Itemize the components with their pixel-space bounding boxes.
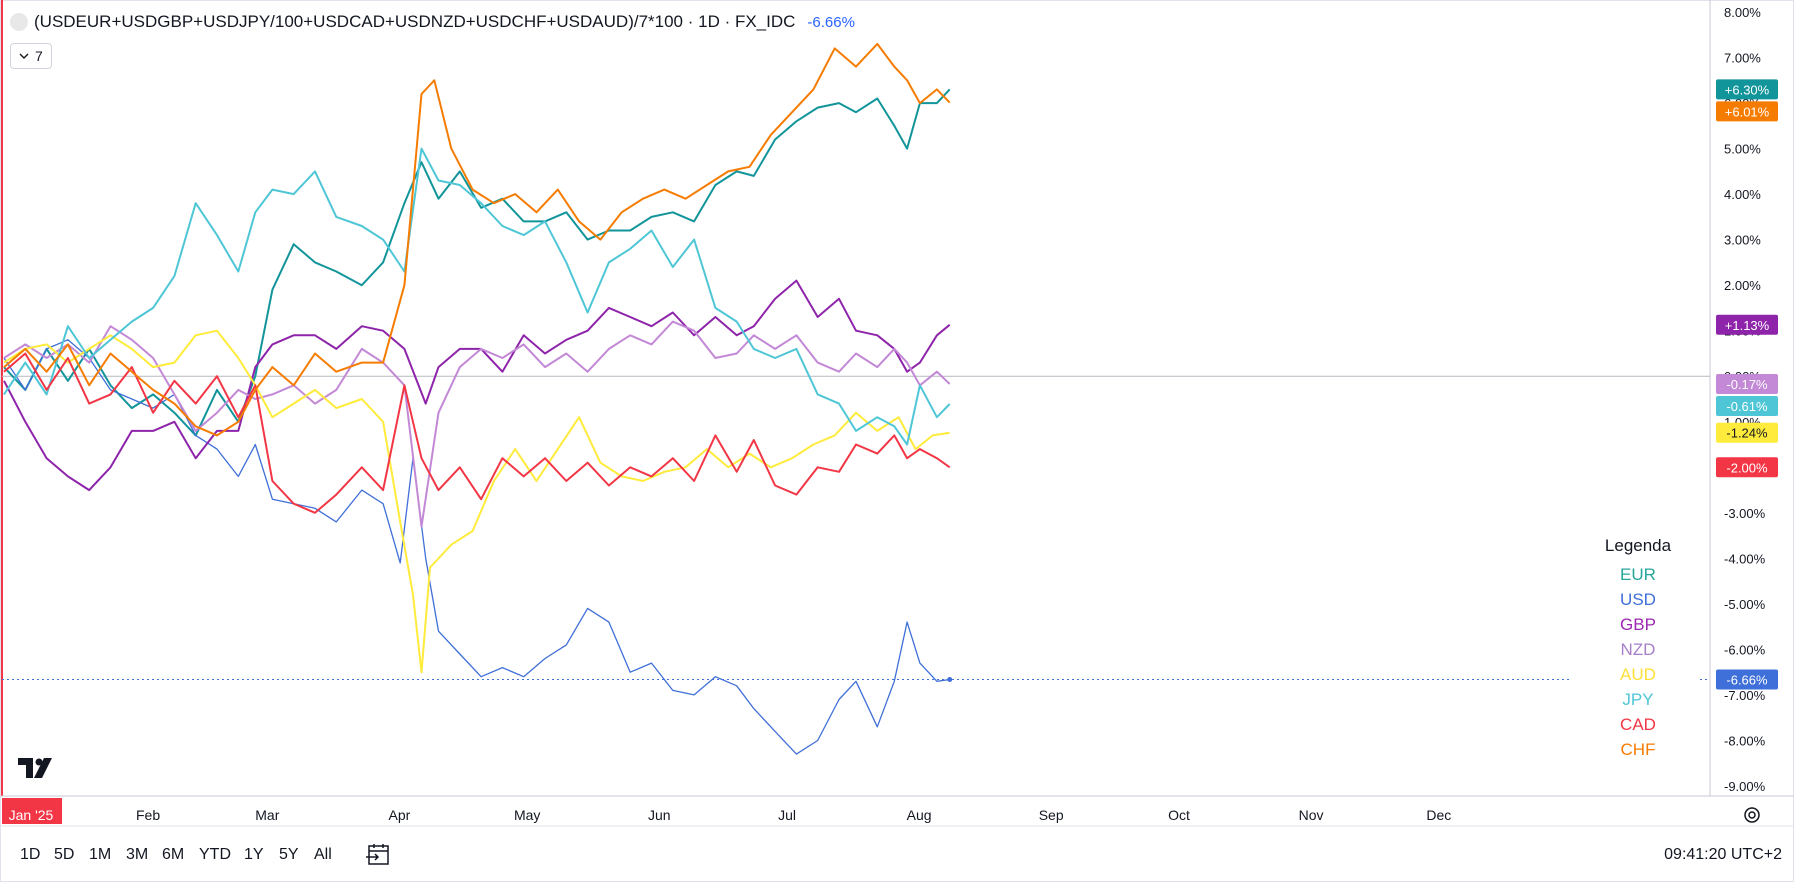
series-line-chf[interactable] (3, 42, 951, 437)
price-badge-label: +1.13% (1725, 318, 1770, 333)
calendar-range-icon[interactable] (365, 843, 391, 867)
price-axis-label: 3.00% (1724, 233, 1761, 248)
time-axis-label: May (514, 807, 540, 823)
time-axis-label: Apr (389, 807, 411, 823)
price-axis-label: 7.00% (1724, 51, 1761, 66)
time-axis-label: Oct (1168, 807, 1190, 823)
indicator-count: 7 (35, 48, 43, 64)
price-axis-label: 4.00% (1724, 187, 1761, 202)
timeframe-button-all[interactable]: All (314, 846, 332, 863)
legend-item-nzd: NZD (1620, 640, 1656, 659)
time-axis-label: Aug (907, 807, 932, 823)
price-badge-label: +6.30% (1725, 82, 1770, 97)
timeframe-button-5y[interactable]: 5Y (279, 846, 299, 863)
price-axis-label: 2.00% (1724, 278, 1761, 293)
indicators-toggle-button[interactable]: 7 (10, 43, 52, 69)
series-line-eur[interactable] (3, 88, 951, 437)
series-line-jpy[interactable] (3, 147, 951, 446)
time-axis-label: Jun (648, 807, 671, 823)
time-axis-label: Mar (255, 807, 279, 823)
legend-item-eur: EUR (1620, 565, 1656, 584)
timeframe-button-6m[interactable]: 6M (162, 846, 185, 863)
time-axis-label: Feb (136, 807, 160, 823)
symbol-expression[interactable]: (USDEUR+USDGBP+USDJPY/100+USDCAD+USDNZD+… (34, 12, 796, 31)
timeframe-button-3m[interactable]: 3M (126, 846, 149, 863)
price-badge-jpy: -0.61% (1716, 395, 1778, 416)
price-badge-label: -6.66% (1726, 672, 1768, 687)
series-line-gbp[interactable] (3, 279, 951, 492)
legend-item-jpy: JPY (1622, 690, 1654, 709)
series-layer (3, 42, 953, 755)
price-axis-label: -9.00% (1724, 779, 1766, 794)
price-badge-label: -1.24% (1726, 426, 1768, 441)
time-axis-label: Jul (778, 807, 796, 823)
chevron-down-icon (19, 53, 29, 59)
price-badge-gbp: +1.13% (1716, 314, 1778, 335)
series-line-nzd[interactable] (3, 320, 951, 528)
series-line-aud[interactable] (3, 329, 950, 674)
clock-timezone[interactable]: 09:41:20 UTC+2 (1664, 846, 1782, 863)
price-badge-aud: -1.24% (1716, 422, 1778, 443)
price-axis-label: -7.00% (1724, 688, 1766, 703)
time-axis-label: Jan '25 (9, 807, 54, 823)
price-axis-label: 8.00% (1724, 5, 1761, 20)
usd-last-point (947, 676, 953, 682)
price-badge-usd: -6.66% (1716, 669, 1778, 690)
legend-item-chf: CHF (1620, 740, 1656, 759)
legend-title: Legenda (1604, 536, 1672, 555)
series-line-usd[interactable] (3, 339, 950, 755)
time-axis-label: Nov (1299, 807, 1324, 823)
legend-item-usd: USD (1620, 590, 1656, 609)
timeframe-button-1y[interactable]: 1Y (244, 846, 264, 863)
price-badges: +6.30% +6.01% +1.13% -0.17% -0.61% -1.24% -2.0… (1716, 79, 1778, 690)
legend-item-gbp: GBP (1620, 615, 1656, 634)
legend-item-aud: AUD (1620, 665, 1656, 684)
time-axis-label: Dec (1426, 807, 1451, 823)
timeframe-button-1d[interactable]: 1D (20, 846, 41, 863)
price-axis-label: -3.00% (1724, 506, 1766, 521)
price-axis-label: -4.00% (1724, 551, 1766, 566)
price-badge-label: -0.61% (1726, 399, 1768, 414)
legend-item-cad: CAD (1620, 715, 1656, 734)
price-badge-label: +6.01% (1725, 104, 1770, 119)
tradingview-logo-icon[interactable] (18, 758, 56, 778)
price-badge-label: -0.17% (1726, 377, 1768, 392)
price-badge-nzd: -0.17% (1716, 373, 1778, 394)
price-badge-chf: +6.01% (1716, 101, 1778, 122)
timeframe-button-5d[interactable]: 5D (54, 846, 75, 863)
price-axis-label: -8.00% (1724, 733, 1766, 748)
legend: Legenda EUR USD GBP NZD AUD JPY CAD CHF (1590, 536, 1686, 762)
symbol-header: (USDEUR+USDGBP+USDJPY/100+USDCAD+USDNZD+… (10, 12, 855, 32)
price-axis-label: -6.00% (1724, 642, 1766, 657)
price-axis-label: -5.00% (1724, 597, 1766, 612)
symbol-change: -6.66% (807, 13, 855, 31)
series-line-cad[interactable] (3, 352, 951, 514)
time-axis-label: Sep (1039, 807, 1064, 823)
timeframe-button-1m[interactable]: 1M (89, 846, 112, 863)
timeframe-button-ytd[interactable]: YTD (199, 846, 231, 863)
price-badge-label: -2.00% (1726, 460, 1768, 475)
price-axis-label: 5.00% (1724, 142, 1761, 157)
price-badge-cad: -2.00% (1716, 457, 1778, 478)
gear-icon[interactable] (1741, 804, 1763, 826)
time-axis[interactable]: Jan '25 Feb Mar Apr May Jun Jul Aug Sep Oct Nov Dec (2, 798, 1451, 824)
symbol-info-icon[interactable] (10, 13, 28, 31)
time-axis-current-marker (2, 798, 62, 824)
price-badge-eur: +6.30% (1716, 79, 1778, 100)
